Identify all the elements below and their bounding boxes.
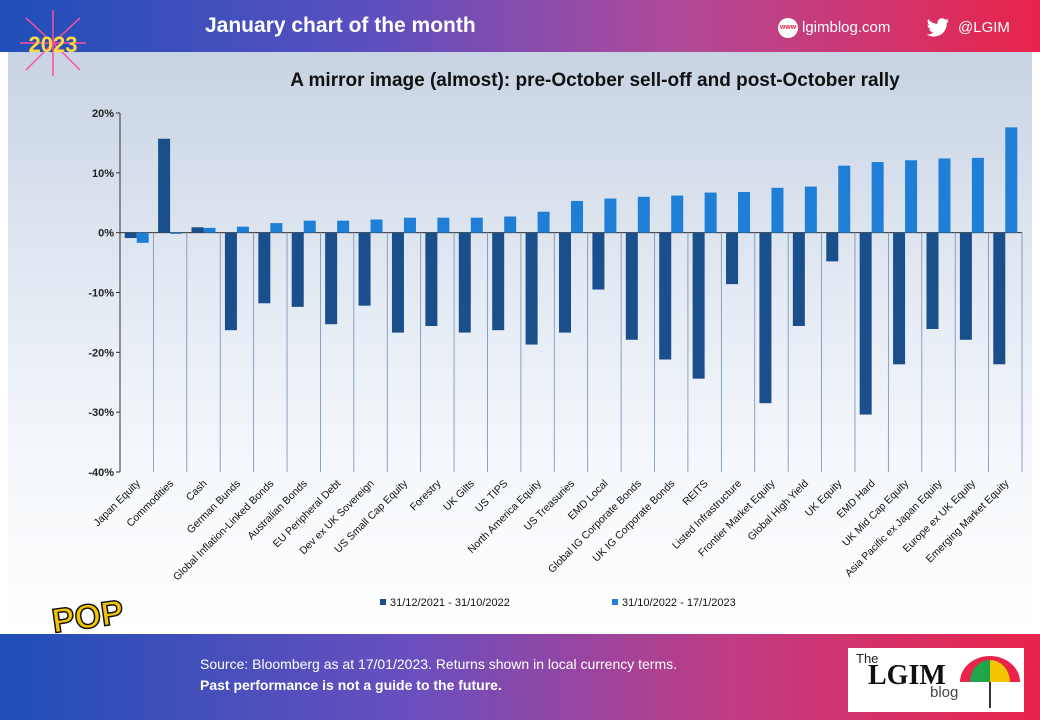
bar-series-1 xyxy=(358,232,371,306)
y-tick-label: -20% xyxy=(88,347,114,359)
category-label: REITS xyxy=(680,478,710,508)
legend-label: 31/10/2022 - 17/1/2023 xyxy=(622,597,736,609)
bar-series-1 xyxy=(458,232,471,333)
bar-series-2 xyxy=(571,200,583,233)
y-tick-label: 20% xyxy=(92,108,114,120)
bar-series-2 xyxy=(637,196,650,233)
bar-series-1 xyxy=(124,232,137,239)
lgim-blog-logo: The LGIM blog xyxy=(848,648,1024,712)
umbrella-icon xyxy=(960,656,1020,708)
bar-series-2 xyxy=(771,187,784,233)
bar-series-2 xyxy=(370,219,383,233)
legend-swatch xyxy=(380,599,386,605)
bar-series-1 xyxy=(291,232,304,307)
bar-series-1 xyxy=(158,138,171,233)
bar-series-2 xyxy=(838,165,851,233)
bar-series-1 xyxy=(625,232,638,340)
bar-series-2 xyxy=(1005,127,1018,233)
bar-series-1 xyxy=(659,232,672,360)
logo-main: LGIM xyxy=(868,660,946,691)
bar-series-1 xyxy=(993,232,1006,365)
y-tick-label: 10% xyxy=(92,168,114,180)
bar-series-1 xyxy=(759,232,772,404)
twitter-icon xyxy=(926,18,949,37)
bar-chart: 20%10%0%-10%-20%-30%-40% Japan EquityCom… xyxy=(88,108,1023,609)
bar-series-2 xyxy=(236,226,249,233)
bar-series-2 xyxy=(203,227,216,233)
bar-series-2 xyxy=(337,220,350,233)
bar-series-2 xyxy=(704,192,717,233)
bar-series-1 xyxy=(826,232,839,262)
bar-series-2 xyxy=(604,198,617,233)
bar-series-2 xyxy=(470,217,483,233)
bar-series-2 xyxy=(971,157,984,233)
badge-year: 2023 xyxy=(29,32,78,57)
disclaimer: Past performance is not a guide to the f… xyxy=(200,677,502,693)
bar-series-1 xyxy=(224,232,237,331)
logo-the: The xyxy=(856,651,879,666)
bar-series-2 xyxy=(136,232,149,243)
y-tick-label: 0% xyxy=(98,228,114,240)
bar-series-1 xyxy=(492,232,505,331)
bar-series-2 xyxy=(437,217,450,233)
bar-series-2 xyxy=(871,162,884,233)
bar-series-2 xyxy=(270,223,283,233)
bar-series-1 xyxy=(592,232,605,290)
footer-bar: Source: Bloomberg as at 17/01/2023. Retu… xyxy=(0,634,1040,720)
category-label: Cash xyxy=(184,478,210,504)
blog-url-link[interactable]: lgimblog.com xyxy=(802,19,891,36)
bar-series-2 xyxy=(938,158,951,233)
bar-series-2 xyxy=(671,195,684,233)
bar-series-2 xyxy=(537,211,550,233)
bar-series-1 xyxy=(893,232,906,365)
bar-series-1 xyxy=(325,232,338,325)
category-label: Australian Bonds xyxy=(245,478,310,543)
bar-series-1 xyxy=(959,232,972,340)
bar-series-1 xyxy=(258,232,271,304)
header-bar: 2023 January chart of the month www lgim… xyxy=(0,0,1040,76)
bar-series-2 xyxy=(170,232,183,234)
source-note: Source: Bloomberg as at 17/01/2023. Retu… xyxy=(200,656,678,672)
bar-series-1 xyxy=(191,227,204,233)
bar-series-2 xyxy=(905,160,918,233)
bar-series-1 xyxy=(525,232,538,345)
bar-series-1 xyxy=(559,232,571,333)
bar-series-1 xyxy=(926,232,939,329)
www-icon: www xyxy=(778,18,798,38)
new-year-2023-badge: 2023 xyxy=(20,10,86,76)
y-tick-label: -10% xyxy=(88,288,114,300)
bar-series-2 xyxy=(738,191,751,233)
category-label: UK Gilts xyxy=(441,478,477,514)
legend-label: 31/12/2021 - 31/10/2022 xyxy=(390,597,510,609)
y-tick-label: -30% xyxy=(88,407,114,419)
twitter-handle[interactable]: @LGIM xyxy=(958,19,1010,36)
bar-series-2 xyxy=(403,217,416,233)
bar-series-1 xyxy=(692,232,705,379)
bar-series-1 xyxy=(792,232,805,327)
bar-series-2 xyxy=(804,186,817,233)
bar-series-2 xyxy=(504,216,517,233)
bar-series-1 xyxy=(391,232,404,333)
legend-swatch xyxy=(612,599,618,605)
category-label: Global High Yield xyxy=(746,478,812,544)
bar-series-1 xyxy=(425,232,438,327)
chart-title: A mirror image (almost): pre-October sel… xyxy=(290,70,900,91)
logo-blog: blog xyxy=(930,684,959,701)
header-title: January chart of the month xyxy=(205,14,476,37)
y-tick-label: -40% xyxy=(88,467,114,479)
bar-series-1 xyxy=(726,232,739,285)
bar-series-1 xyxy=(859,232,872,415)
category-label: Forestry xyxy=(408,477,444,513)
bar-series-2 xyxy=(303,220,316,233)
